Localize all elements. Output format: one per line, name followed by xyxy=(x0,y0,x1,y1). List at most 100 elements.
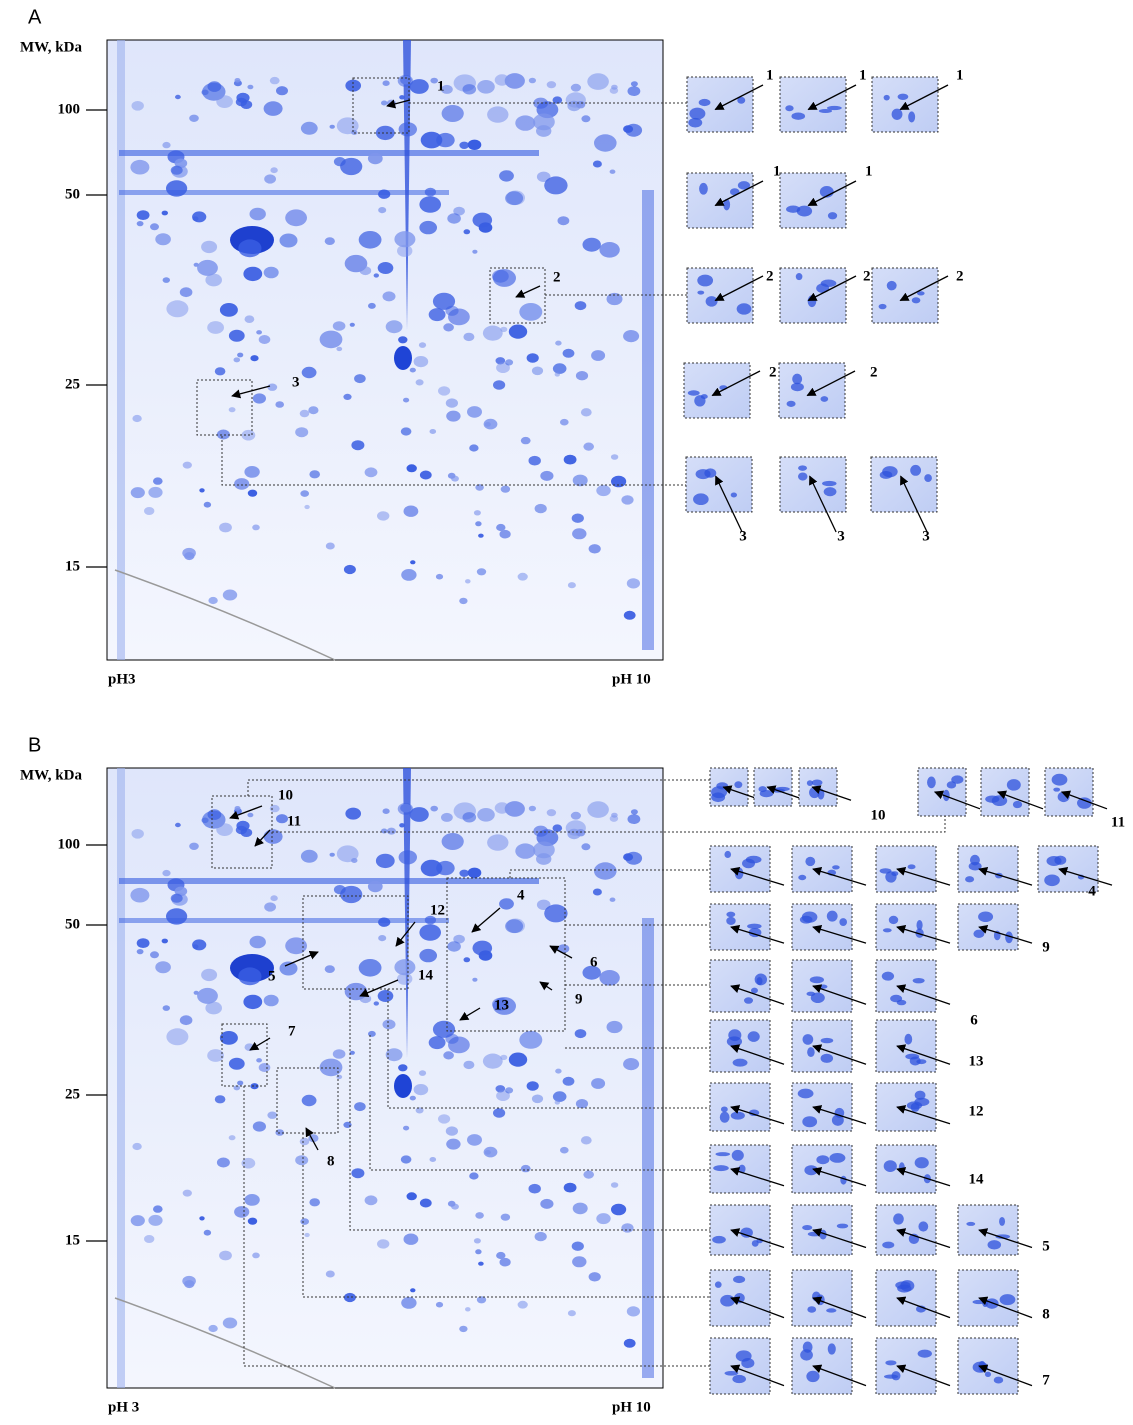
spot xyxy=(144,1235,154,1243)
spot xyxy=(459,598,467,604)
spot xyxy=(487,106,508,122)
spot xyxy=(465,1307,471,1311)
spot xyxy=(130,888,149,903)
spot xyxy=(387,828,396,835)
inset-spot xyxy=(916,1059,926,1064)
spot xyxy=(245,1043,255,1051)
figure: AMW, kDa100502515pH3pH 10123111112222233… xyxy=(0,0,1133,1425)
spot xyxy=(155,961,171,973)
y-tick-label: 25 xyxy=(65,376,80,392)
spot xyxy=(295,1155,308,1165)
inset-spot xyxy=(897,1284,911,1292)
spot xyxy=(564,455,577,465)
spot xyxy=(631,81,638,86)
spot xyxy=(377,511,389,520)
inset-spot xyxy=(918,1221,928,1231)
spot xyxy=(199,488,204,492)
inset-spot xyxy=(803,1034,814,1045)
spot xyxy=(334,885,346,894)
inset-spot xyxy=(915,1157,929,1168)
inset-spot xyxy=(721,1106,728,1112)
spot xyxy=(610,170,616,174)
spot xyxy=(594,134,617,151)
inset-spot xyxy=(889,916,898,924)
spot xyxy=(572,1256,586,1267)
spot xyxy=(359,959,382,977)
spot xyxy=(403,398,409,403)
inset-spot xyxy=(803,1342,813,1353)
spot xyxy=(591,1078,605,1089)
spot xyxy=(571,84,581,92)
spot xyxy=(467,406,482,418)
spot xyxy=(166,1028,188,1045)
spot xyxy=(345,808,361,820)
spot xyxy=(378,190,390,199)
spot xyxy=(564,1183,577,1193)
spot xyxy=(463,84,477,94)
spot xyxy=(442,105,464,122)
inset-spot xyxy=(880,471,893,479)
spot xyxy=(436,574,443,580)
spot xyxy=(611,1182,618,1188)
inset-spot xyxy=(985,1298,998,1308)
spot xyxy=(459,870,469,877)
inset-spot xyxy=(882,1242,894,1249)
spot xyxy=(351,440,364,450)
inset-spot xyxy=(706,296,718,306)
spot xyxy=(208,1325,217,1332)
spot xyxy=(204,502,211,508)
spot xyxy=(575,1029,587,1038)
spot xyxy=(529,806,536,812)
spot xyxy=(448,1201,456,1207)
spot xyxy=(446,1126,458,1135)
inset-spot xyxy=(904,1034,912,1045)
spot xyxy=(429,1036,446,1049)
inset-spot xyxy=(828,1343,836,1354)
spot xyxy=(407,1192,417,1200)
spot xyxy=(351,1168,364,1178)
inset xyxy=(1045,768,1093,816)
spot xyxy=(477,568,486,575)
callout-label: 8 xyxy=(327,1153,335,1169)
spot xyxy=(398,336,407,343)
spot xyxy=(593,889,602,896)
spot xyxy=(144,507,154,515)
inset-label: 4 xyxy=(1088,883,1096,899)
spot xyxy=(540,1199,553,1209)
spot xyxy=(300,490,309,497)
inset-spot xyxy=(829,1153,845,1163)
spot xyxy=(499,170,514,181)
inset-label: 3 xyxy=(837,528,845,544)
inset-spot xyxy=(912,297,921,303)
inset-spot xyxy=(697,275,713,287)
spot xyxy=(247,813,253,818)
inset-spot xyxy=(1053,788,1060,792)
spot xyxy=(309,1198,320,1206)
inset-spot xyxy=(973,1362,988,1373)
spot xyxy=(593,161,602,168)
inset-spot xyxy=(806,1371,819,1382)
spot xyxy=(243,995,262,1009)
inset-spot xyxy=(791,383,804,391)
spot xyxy=(631,809,638,814)
spot xyxy=(378,262,394,274)
callout-label: 9 xyxy=(575,991,583,1007)
spot xyxy=(304,1233,309,1237)
inset-spot xyxy=(1046,856,1061,866)
spot xyxy=(275,401,284,408)
spot xyxy=(474,510,481,515)
inset-spot xyxy=(832,865,840,869)
spot xyxy=(378,990,394,1002)
spot xyxy=(575,301,587,310)
spot xyxy=(483,326,503,341)
spot xyxy=(414,356,429,367)
inset xyxy=(918,768,966,816)
inset-spot xyxy=(821,1054,833,1063)
inset-spot xyxy=(885,1360,896,1365)
inset-spot xyxy=(884,1375,898,1379)
spot xyxy=(527,353,539,362)
spot xyxy=(270,167,277,173)
spot xyxy=(589,1272,601,1281)
spot xyxy=(175,823,181,827)
spot xyxy=(446,1139,460,1150)
